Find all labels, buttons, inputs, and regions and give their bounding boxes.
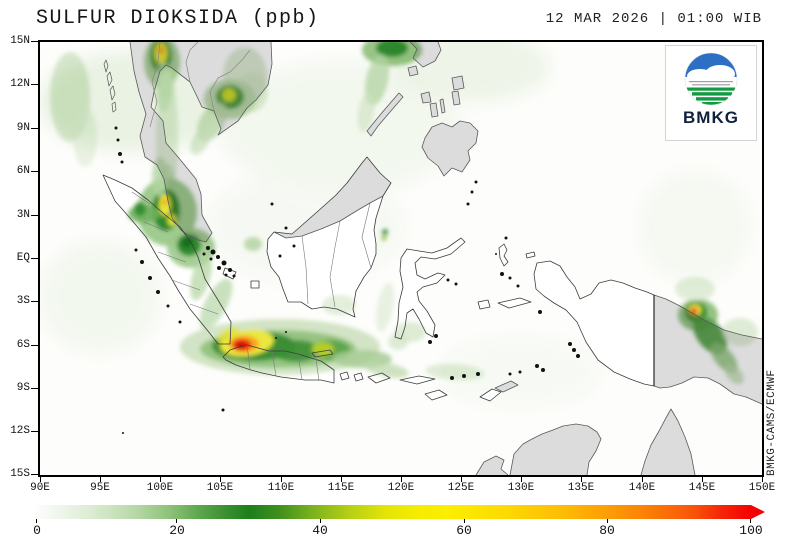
colorbar-tick-label: 60 bbox=[456, 523, 472, 538]
colorbar-tick-label: 40 bbox=[312, 523, 328, 538]
colorbar-tick bbox=[607, 519, 608, 523]
lon-tick-label: 100E bbox=[146, 482, 174, 494]
lat-tick bbox=[31, 474, 38, 475]
lon-tick-label: 115E bbox=[327, 482, 355, 494]
map bbox=[38, 40, 764, 477]
attribution-label: BMKG-CAMS/ECMWF bbox=[766, 369, 778, 476]
logo-box: BMKG bbox=[665, 45, 757, 141]
lon-tick bbox=[160, 477, 161, 482]
lon-tick bbox=[762, 477, 763, 482]
datetime-label: 12 MAR 2026 | 01:00 WIB bbox=[545, 11, 762, 27]
lon-tick-label: 110E bbox=[267, 482, 295, 494]
land-philippines bbox=[367, 42, 478, 176]
land-malaysia-borneo bbox=[274, 157, 391, 238]
lat-tick bbox=[31, 258, 38, 259]
lat-tick bbox=[31, 171, 38, 172]
lon-tick-label: 135E bbox=[567, 482, 595, 494]
island-specks bbox=[114, 126, 580, 434]
map-image bbox=[40, 42, 762, 475]
page-title: SULFUR DIOKSIDA (ppb) bbox=[36, 7, 320, 30]
lat-tick bbox=[31, 215, 38, 216]
lat-tick bbox=[31, 41, 38, 42]
lon-tick-label: 150E bbox=[748, 482, 776, 494]
lat-tick-label: EQ bbox=[16, 252, 30, 264]
lon-tick bbox=[401, 477, 402, 482]
lat-tick-label: 3N bbox=[16, 209, 30, 221]
lat-tick bbox=[31, 345, 38, 346]
lon-tick bbox=[341, 477, 342, 482]
colorbar-tick-label: 80 bbox=[599, 523, 615, 538]
lon-tick-label: 140E bbox=[628, 482, 656, 494]
coastlines bbox=[102, 42, 762, 475]
colorbar-tick bbox=[320, 519, 321, 523]
bmkg-logo-icon bbox=[684, 52, 738, 106]
colorbar-tick-label: 100 bbox=[739, 523, 763, 538]
lat-tick bbox=[31, 431, 38, 432]
lat-tick bbox=[31, 388, 38, 389]
colorbar-tick bbox=[464, 519, 465, 523]
lat-tick bbox=[31, 128, 38, 129]
lat-tick-label: 12N bbox=[10, 78, 30, 90]
lon-tick-label: 120E bbox=[387, 482, 415, 494]
lat-tick-label: 6N bbox=[16, 165, 30, 177]
lon-tick-label: 90E bbox=[30, 482, 50, 494]
lat-tick-label: 15N bbox=[10, 35, 30, 47]
lat-tick bbox=[31, 301, 38, 302]
lon-tick-label: 105E bbox=[206, 482, 234, 494]
colorbar-tick bbox=[176, 519, 177, 523]
lon-tick bbox=[521, 477, 522, 482]
lon-tick bbox=[220, 477, 221, 482]
lon-tick-label: 130E bbox=[507, 482, 535, 494]
lat-tick-label: 12S bbox=[10, 425, 30, 437]
colorbar-tick bbox=[750, 519, 751, 523]
lat-tick-label: 6S bbox=[16, 339, 30, 351]
lat-tick bbox=[31, 84, 38, 85]
lat-tick-label: 9N bbox=[16, 122, 30, 134]
colorbar-tick-label: 20 bbox=[169, 523, 185, 538]
lon-tick-label: 125E bbox=[447, 482, 475, 494]
land-australia bbox=[476, 409, 695, 475]
colorbar-tick-label: 0 bbox=[33, 523, 41, 538]
lon-tick bbox=[100, 477, 101, 482]
lon-tick bbox=[40, 477, 41, 482]
lon-tick bbox=[702, 477, 703, 482]
lat-tick-label: 15S bbox=[10, 468, 30, 480]
lon-tick-label: 95E bbox=[90, 482, 110, 494]
lon-tick bbox=[461, 477, 462, 482]
colorbar-arrow bbox=[751, 505, 765, 519]
land-sulawesi bbox=[395, 238, 465, 339]
lon-tick bbox=[642, 477, 643, 482]
land-papua bbox=[534, 261, 654, 386]
lat-tick-label: 3S bbox=[16, 295, 30, 307]
lon-tick bbox=[581, 477, 582, 482]
colorbar-tick bbox=[36, 519, 37, 523]
lat-tick-label: 9S bbox=[16, 382, 30, 394]
lon-tick-label: 145E bbox=[688, 482, 716, 494]
colorbar bbox=[33, 505, 751, 519]
land-east-timor bbox=[495, 381, 518, 392]
bmkg-logo-label: BMKG bbox=[683, 108, 739, 127]
lon-tick bbox=[281, 477, 282, 482]
